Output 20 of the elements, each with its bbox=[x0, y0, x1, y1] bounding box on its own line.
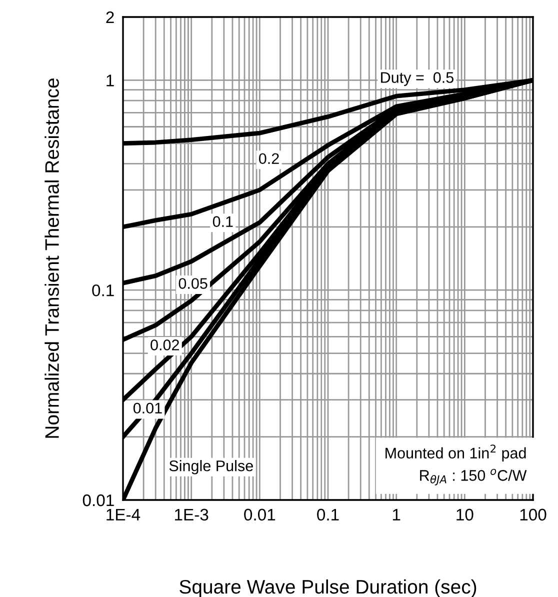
x-tick-label: 0.1 bbox=[317, 508, 339, 521]
annotation: 0.2 bbox=[258, 153, 279, 164]
x-tick-label: 0.01 bbox=[244, 508, 276, 521]
x-tick-label: 1E-3 bbox=[175, 508, 208, 521]
y-tick-label: 1 bbox=[106, 74, 114, 86]
x-tick-label: 1E-4 bbox=[106, 508, 140, 520]
x-tick-label: 100 bbox=[520, 508, 546, 521]
text: Mounted on 1in$^{2}$ pad R$_{θJA}$ : 150 $^{o}$C/W bbox=[386, 444, 527, 486]
x-tick-label: 1 bbox=[392, 508, 400, 520]
annotation: Duty = 0.5 bbox=[381, 72, 454, 86]
y-tick-label: 2 bbox=[106, 11, 114, 24]
y-tick-label: 0.01 bbox=[82, 494, 114, 506]
annotation: 0.02 bbox=[150, 340, 179, 350]
annotation: Single Pulse bbox=[169, 460, 253, 474]
annotation: 0.05 bbox=[178, 278, 208, 289]
y-axis-title: Normalized Transient Thermal Resistance bbox=[44, 78, 59, 438]
x-tick-label: 10 bbox=[456, 508, 474, 521]
y-tick-label: 0.1 bbox=[92, 284, 114, 296]
annotation: 0.01 bbox=[133, 402, 162, 414]
annotation: 0.1 bbox=[212, 216, 233, 227]
